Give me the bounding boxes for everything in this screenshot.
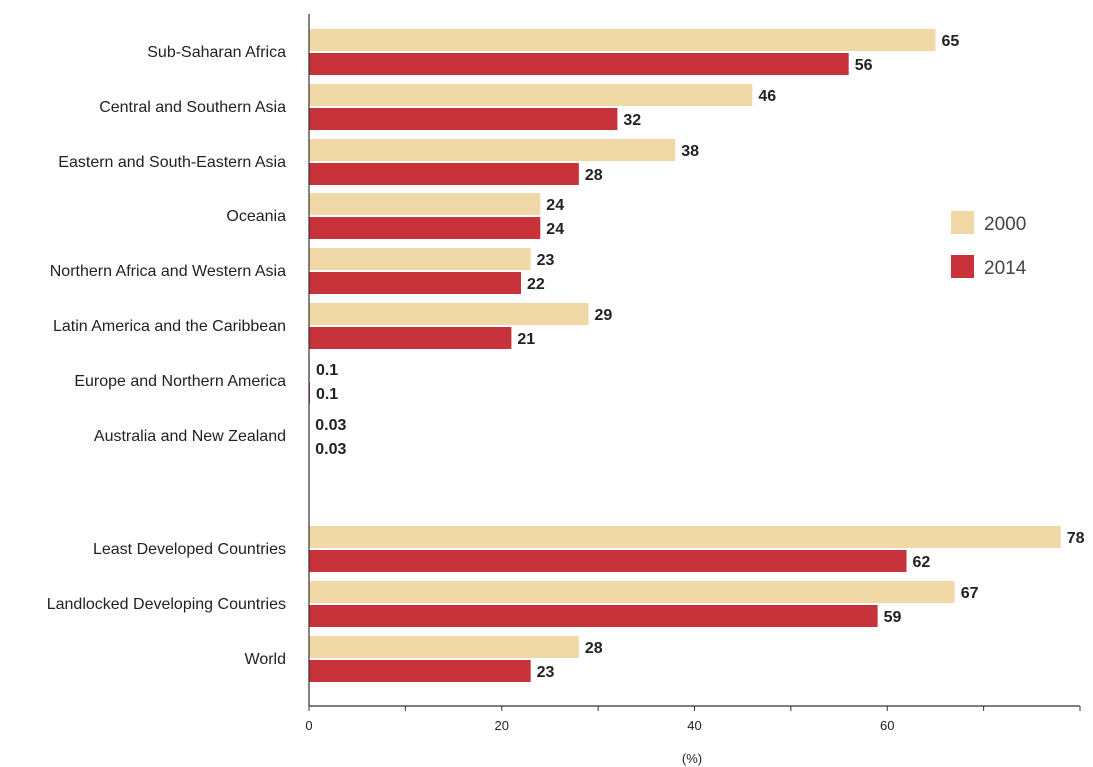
x-axis-title: (%) [682, 751, 702, 766]
category-label-latin-america-and-the-caribbean: Latin America and the Caribbean [53, 318, 286, 335]
bar-2000-oceania [309, 193, 541, 215]
legend: 2000 2014 [951, 211, 1027, 279]
value-label-2000-least-developed-countries: 78 [1067, 530, 1085, 547]
category-label-europe-and-northern-america: Europe and Northern America [74, 373, 286, 390]
value-label-2014-least-developed-countries: 62 [913, 554, 931, 571]
value-label-2014-oceania: 24 [546, 221, 564, 238]
bar-2014-world [309, 660, 531, 682]
category-label-oceania: Oceania [226, 208, 286, 225]
bars-layer [309, 29, 1061, 682]
value-label-2000-sub-saharan-africa: 65 [941, 33, 959, 50]
bar-2000-central-and-southern-asia [309, 84, 753, 106]
value-label-2014-northern-africa-and-western-asia: 22 [527, 276, 545, 293]
bar-2000-northern-africa-and-western-asia [309, 248, 531, 270]
x-tick-label-20: 20 [495, 718, 509, 733]
category-label-australia-and-new-zealand: Australia and New Zealand [94, 428, 286, 445]
bar-2014-central-and-southern-asia [309, 108, 618, 130]
bar-2014-least-developed-countries [309, 550, 907, 572]
bar-2000-sub-saharan-africa [309, 29, 936, 51]
value-label-2000-central-and-southern-asia: 46 [758, 88, 776, 105]
value-label-2014-latin-america-and-the-caribbean: 21 [517, 331, 535, 348]
value-label-2014-central-and-southern-asia: 32 [623, 112, 641, 129]
value-label-2000-northern-africa-and-western-asia: 23 [537, 252, 555, 269]
value-label-2014-sub-saharan-africa: 56 [855, 57, 873, 74]
bar-2014-eastern-and-south-eastern-asia [309, 163, 579, 185]
value-label-2000-eastern-and-south-eastern-asia: 38 [681, 143, 699, 160]
category-label-world: World [245, 651, 287, 668]
x-tick-label-40: 40 [687, 718, 701, 733]
bar-2000-least-developed-countries [309, 526, 1061, 548]
category-label-eastern-and-south-eastern-asia: Eastern and South-Eastern Asia [58, 154, 286, 171]
value-label-2000-world: 28 [585, 640, 603, 657]
legend-label-2000: 2000 [984, 214, 1026, 235]
value-label-2014-world: 23 [537, 664, 555, 681]
category-label-least-developed-countries: Least Developed Countries [93, 541, 286, 558]
value-label-2000-europe-and-northern-america: 0.1 [316, 362, 338, 379]
legend-label-2014: 2014 [984, 258, 1027, 279]
x-axis: 0 20 40 60 [305, 14, 1081, 733]
bar-2014-northern-africa-and-western-asia [309, 272, 522, 294]
bar-2014-sub-saharan-africa [309, 53, 849, 75]
x-tick-label-0: 0 [305, 718, 312, 733]
bar-2000-landlocked-developing-countries [309, 581, 955, 603]
value-label-2000-oceania: 24 [546, 197, 564, 214]
value-label-2014-landlocked-developing-countries: 59 [884, 609, 902, 626]
bar-2000-world [309, 636, 579, 658]
legend-swatch-2000 [951, 211, 974, 234]
value-label-2014-eastern-and-south-eastern-asia: 28 [585, 167, 603, 184]
bar-2014-landlocked-developing-countries [309, 605, 878, 627]
category-label-landlocked-developing-countries: Landlocked Developing Countries [47, 596, 286, 613]
bar-2000-eastern-and-south-eastern-asia [309, 139, 676, 161]
category-label-sub-saharan-africa: Sub-Saharan Africa [147, 44, 286, 61]
value-label-2000-australia-and-new-zealand: 0.03 [315, 417, 346, 434]
bar-2014-oceania [309, 217, 541, 239]
value-label-2014-australia-and-new-zealand: 0.03 [315, 441, 346, 458]
x-tick-label-60: 60 [880, 718, 894, 733]
category-label-northern-africa-and-western-asia: Northern Africa and Western Asia [50, 263, 286, 280]
legend-swatch-2014 [951, 255, 974, 278]
labels-layer: Sub-Saharan Africa 65 56 Central and Southe… [47, 33, 1085, 681]
category-label-central-and-southern-asia: Central and Southern Asia [99, 99, 286, 116]
value-label-2000-landlocked-developing-countries: 67 [961, 585, 979, 602]
value-label-2000-latin-america-and-the-caribbean: 29 [594, 307, 612, 324]
value-label-2014-europe-and-northern-america: 0.1 [316, 386, 338, 403]
bar-2000-latin-america-and-the-caribbean [309, 303, 589, 325]
bar-2014-latin-america-and-the-caribbean [309, 327, 512, 349]
